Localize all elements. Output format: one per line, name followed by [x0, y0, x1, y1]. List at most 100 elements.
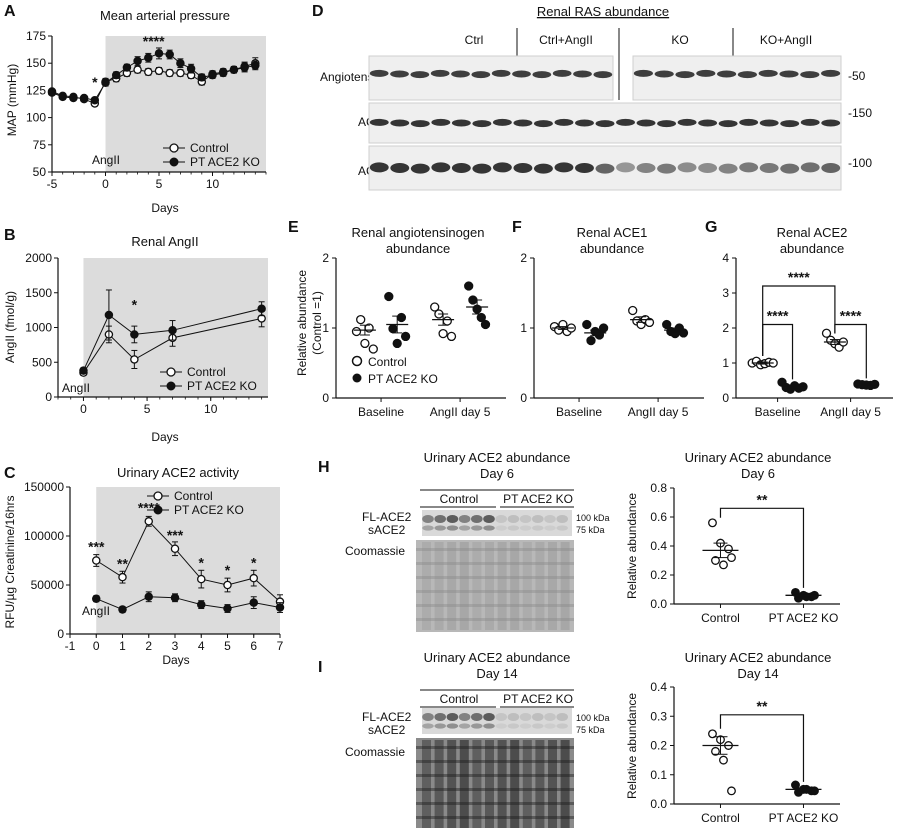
chart-a-legend-control: Control [190, 141, 229, 155]
blot-d-band [780, 163, 800, 174]
blot-d-strip [368, 55, 614, 101]
chart-e-point [396, 312, 407, 323]
chart-a-point-ko [186, 64, 196, 73]
chart-h-point [711, 556, 720, 565]
chart-b-renal-angii: Renal AngII 0 500 1000 1500 2000 0 5 10 * Days A… [3, 234, 268, 444]
blot-h-fl-band [483, 515, 495, 523]
chart-e-legend-ko: PT ACE2 KO [368, 372, 438, 386]
blot-i-fl-band [544, 713, 556, 721]
blot-i-sace2-band [544, 723, 556, 729]
chart-c-ylabel: RFU/µg Creatinine/16hrs [3, 496, 17, 629]
chart-c-significance: ** [117, 555, 128, 571]
blot-i-coomassie-lane [459, 740, 469, 828]
blot-i-coomassie-stripe [416, 774, 574, 777]
chart-h-y-tick-label: 0.8 [650, 481, 667, 495]
chart-a-point-ko [154, 49, 164, 58]
chart-g-sig-label: **** [788, 269, 810, 285]
blot-i-label-fl: FL-ACE2 [362, 710, 412, 724]
chart-c-point-ko [196, 600, 206, 609]
blot-h-coomassie-lane [548, 542, 557, 630]
blot-i-label-coomassie: Coomassie [345, 745, 405, 759]
chart-b-xlabel: Days [151, 430, 178, 444]
chart-c-legend: Control PT ACE2 KO [147, 489, 244, 517]
blot-d-band [800, 118, 820, 126]
blot-d-band [533, 120, 553, 128]
blot-i-coomassie-lane [522, 740, 532, 828]
chart-c-point-control [118, 572, 127, 582]
chart-f-point [662, 319, 672, 330]
chart-c-x-tick-label: 6 [250, 639, 257, 653]
panel-letter-b: B [4, 227, 16, 244]
blot-h-fl-band [446, 515, 459, 523]
chart-c-point-ko [170, 593, 180, 602]
chart-c-y-tick-label: 100000 [24, 529, 64, 543]
chart-i-point [719, 755, 728, 765]
blot-d-band [821, 163, 841, 173]
chart-g-sig-bracket [762, 285, 836, 356]
blot-i-fl-band [556, 713, 568, 721]
blot-h-label-coomassie: Coomassie [345, 544, 405, 558]
chart-a-point-ko [79, 93, 89, 103]
blot-h-marker-75: 75 kDa [576, 525, 605, 535]
chart-c-angii-shade [96, 487, 280, 634]
chart-i-point [708, 729, 717, 739]
chart-a-point-ko [101, 78, 110, 88]
blot-h-sace2-band [471, 525, 483, 531]
chart-b-point-ko [168, 326, 177, 335]
blot-d-band [633, 69, 653, 77]
blot-h-fl-band [471, 515, 483, 523]
blot-d-band [390, 163, 410, 173]
blot-d-band [451, 119, 471, 127]
chart-b-title: Renal AngII [131, 234, 198, 249]
chart-f-ace1: Renal ACE1 abundance 0 1 2 Baseline AngII da… [520, 225, 704, 419]
chart-e-point [464, 281, 474, 291]
blot-i-fl-band [422, 713, 434, 721]
blot-h-sace2-band [483, 525, 495, 531]
blot-h-fl-band [532, 515, 544, 523]
blot-i-fl-band [532, 713, 544, 721]
chart-b-point-ko [104, 310, 114, 320]
blot-i-sace2-band [556, 723, 568, 729]
blot-d-band [595, 120, 615, 128]
chart-c-angii-label: AngII [82, 604, 110, 618]
chart-e-x-tick-label: Baseline [358, 405, 404, 419]
chart-b-point-ko [130, 330, 139, 339]
chart-b-legend-ko: PT ACE2 KO [187, 379, 257, 393]
blot-d-band [657, 120, 677, 128]
chart-a-point-ko [251, 61, 260, 70]
blot-h-coomassie-lane [497, 542, 507, 630]
chart-e-point [360, 338, 370, 349]
blot-d-band [821, 119, 841, 127]
chart-g-x-tick-label: Baseline [755, 405, 801, 419]
chart-i-y-tick-label: 0.1 [650, 768, 667, 782]
blot-d-band [654, 70, 674, 78]
chart-h-x-tick-label: Control [701, 611, 740, 625]
chart-f-plot: 0 1 2 Baseline AngII day 5 [520, 251, 704, 419]
chart-c-legend-control: Control [174, 489, 213, 503]
panel-letter-f: F [512, 219, 522, 236]
chart-c-significance: *** [167, 527, 184, 543]
chart-i-y-tick-label: 0.0 [650, 797, 667, 811]
blot-d-band [472, 120, 492, 128]
chart-i-sig-bracket [719, 714, 805, 782]
blot-h-sace2-band [544, 525, 556, 531]
blot-d-band [369, 69, 389, 77]
panel-letter-h: H [318, 459, 330, 476]
chart-c-y-tick-label: 0 [57, 627, 64, 641]
chart-b-point-ko [257, 304, 266, 313]
blot-i-sace2-band [532, 723, 544, 729]
blot-i-fl-band [507, 713, 520, 721]
blot-d-marker-50: -50 [848, 69, 866, 83]
chart-a-point-ko [58, 92, 67, 102]
blot-h-fl-band [519, 515, 532, 523]
blot-i-coomassie-lane [472, 740, 482, 828]
blot-d-strip [632, 55, 842, 101]
chart-a-angii-label: AngII [92, 153, 120, 167]
chart-f-title: Renal ACE1 [577, 225, 648, 240]
blot-i-sace2-band [446, 723, 459, 729]
blot-d-group-ko: KO [671, 33, 688, 47]
chart-e-y-tick-label: 2 [322, 251, 329, 265]
chart-a-significance: * [92, 74, 98, 90]
